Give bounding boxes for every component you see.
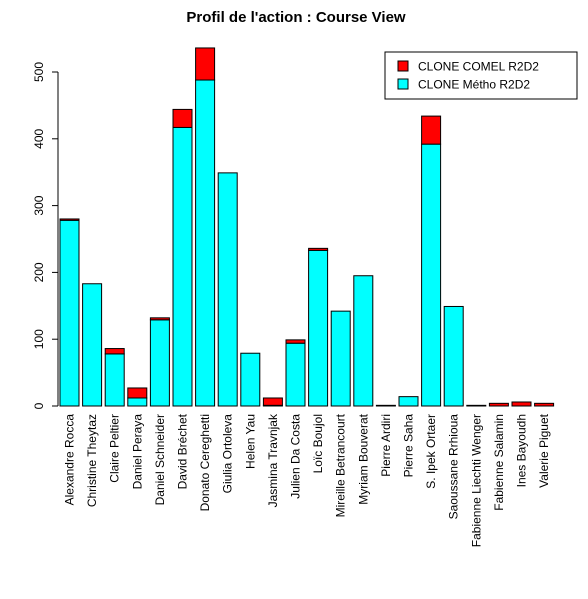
bar-metho bbox=[217, 172, 238, 407]
bar-comel bbox=[375, 404, 396, 407]
bar-group bbox=[195, 47, 216, 407]
x-category-label: Daniel Peraya bbox=[130, 414, 144, 490]
x-category-label: Pierre Saha bbox=[402, 414, 416, 478]
bar-group bbox=[511, 401, 532, 407]
bar-group bbox=[421, 115, 442, 407]
x-category-label: S. Ipek Ortaer bbox=[424, 414, 438, 489]
chart-title: Profil de l'action : Course View bbox=[186, 9, 406, 26]
legend-box bbox=[384, 51, 578, 100]
y-tick-label: 100 bbox=[32, 329, 46, 349]
x-category-label: Myriam Bouverat bbox=[356, 413, 370, 504]
y-tick-label: 300 bbox=[32, 195, 46, 215]
x-category-label: Fabienne Liechti Wenger bbox=[469, 414, 483, 547]
bar-group bbox=[240, 352, 261, 407]
bar-comel bbox=[285, 339, 306, 344]
bar-comel bbox=[127, 387, 148, 399]
bar-comel bbox=[534, 402, 555, 407]
legend: CLONE COMEL R2D2 CLONE Métho R2D2 bbox=[384, 51, 578, 100]
x-category-label: Pierre Ardiri bbox=[379, 414, 393, 477]
bar-comel bbox=[59, 218, 80, 221]
y-tick-label: 0 bbox=[32, 402, 46, 409]
bar-metho bbox=[195, 79, 216, 407]
bar-group bbox=[172, 108, 193, 407]
x-category-label: Christine Theytaz bbox=[85, 414, 99, 507]
bar-metho bbox=[398, 396, 419, 407]
bar-group bbox=[330, 310, 351, 407]
bar-group bbox=[127, 387, 148, 407]
bar-metho bbox=[59, 219, 80, 407]
bar-metho bbox=[285, 342, 306, 407]
x-category-label: Ines Bayoudh bbox=[515, 414, 529, 487]
bar-comel bbox=[104, 348, 125, 355]
bar-group bbox=[534, 402, 555, 407]
x-category-label: Julien Da Costa bbox=[289, 414, 303, 499]
bar-metho bbox=[149, 319, 170, 407]
bar-metho bbox=[127, 397, 148, 407]
bar-group bbox=[104, 348, 125, 407]
bar-group bbox=[375, 404, 396, 407]
bar-comel bbox=[149, 317, 170, 321]
legend-swatch bbox=[397, 78, 409, 90]
bar-metho bbox=[443, 305, 464, 407]
x-category-label: Helen Yau bbox=[243, 414, 257, 469]
bar-comel bbox=[511, 401, 532, 407]
x-category-label: Alexandre Rocca bbox=[63, 414, 77, 506]
bar-metho bbox=[82, 283, 103, 407]
bar-comel bbox=[421, 115, 442, 145]
x-category-label: Saoussane Rrhioua bbox=[447, 414, 461, 520]
bar-metho bbox=[104, 353, 125, 407]
bar-metho bbox=[353, 275, 374, 407]
x-category-label: Daniel Schneider bbox=[153, 414, 167, 505]
bar-comel bbox=[262, 397, 283, 406]
x-category-label: Fabienne Salamin bbox=[492, 414, 506, 511]
x-axis-labels: Alexandre Rocca Christine Theytaz Claire P… bbox=[63, 413, 552, 547]
legend-swatch bbox=[397, 60, 409, 72]
bar-group bbox=[59, 218, 80, 407]
bar-group bbox=[285, 339, 306, 407]
y-tick-label: 500 bbox=[32, 62, 46, 82]
bar-group bbox=[217, 172, 238, 407]
legend-label: CLONE Métho R2D2 bbox=[418, 78, 530, 92]
y-tick-label: 200 bbox=[32, 262, 46, 282]
bar-group bbox=[82, 283, 103, 407]
x-category-label: Loïc Boujol bbox=[311, 414, 325, 473]
bar-group bbox=[398, 396, 419, 407]
bar-comel bbox=[195, 47, 216, 81]
bar-comel bbox=[466, 404, 487, 407]
bar-metho bbox=[172, 126, 193, 407]
x-category-label: David Bréchet bbox=[176, 413, 190, 489]
x-category-label: Claire Peltier bbox=[108, 414, 122, 483]
x-category-label: Giulia Ortoleva bbox=[221, 414, 235, 494]
bar-comel bbox=[308, 247, 329, 251]
x-category-label: Jasmina Travnjak bbox=[266, 413, 280, 507]
bar-group bbox=[308, 247, 329, 407]
y-axis: 0 100 200 300 400 500 bbox=[32, 62, 59, 409]
y-tick-label: 400 bbox=[32, 128, 46, 148]
bar-metho bbox=[421, 143, 442, 407]
x-category-label: Mireille Betrancourt bbox=[334, 413, 348, 517]
bar-group bbox=[353, 275, 374, 407]
x-category-label: Donato Cereghetti bbox=[198, 414, 212, 511]
bar-group bbox=[488, 402, 509, 407]
bar-group bbox=[443, 305, 464, 407]
bars bbox=[59, 47, 555, 407]
bar-comel bbox=[172, 108, 193, 128]
bar-comel bbox=[488, 402, 509, 407]
bar-metho bbox=[240, 352, 261, 407]
bar-group bbox=[466, 404, 487, 407]
bar-group bbox=[149, 317, 170, 407]
x-category-label: Valerie Piguet bbox=[537, 413, 551, 487]
bar-metho bbox=[330, 310, 351, 407]
bar-group bbox=[262, 397, 283, 407]
bar-metho bbox=[308, 249, 329, 407]
legend-label: CLONE COMEL R2D2 bbox=[418, 60, 539, 74]
